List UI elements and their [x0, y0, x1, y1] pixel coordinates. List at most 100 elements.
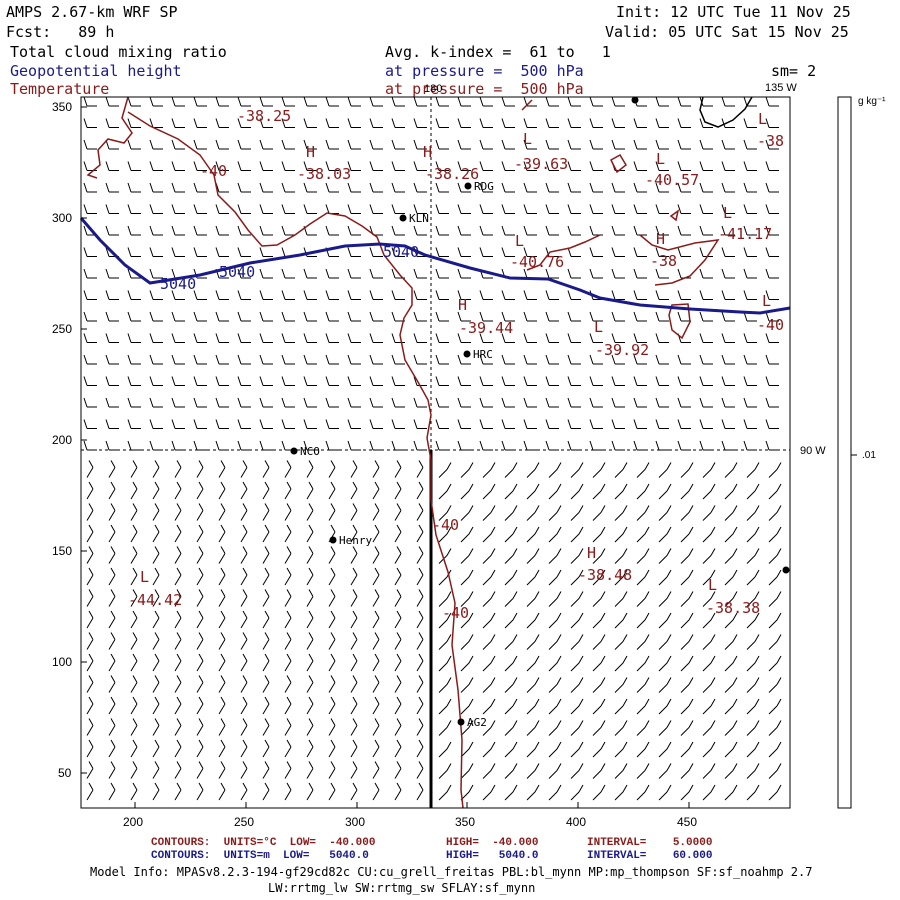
wind-barb — [724, 634, 738, 650]
wind-barb — [658, 741, 672, 758]
wind-barb — [438, 677, 452, 693]
wind-barb — [303, 96, 317, 107]
high-low-label: L — [515, 232, 524, 250]
wind-barb — [108, 610, 116, 629]
coastline — [699, 96, 753, 128]
wind-barb — [699, 204, 713, 214]
wind-barb — [482, 612, 496, 629]
wind-barb — [130, 524, 138, 543]
wind-barb — [259, 311, 273, 322]
wind-barb — [86, 610, 94, 629]
wind-barb — [281, 225, 295, 236]
wind-barb — [284, 610, 292, 629]
wind-barb — [350, 739, 358, 758]
wind-barb — [259, 161, 273, 171]
wind-barb — [721, 376, 735, 386]
wind-barb — [479, 290, 493, 300]
wind-barb — [303, 333, 317, 343]
wind-barb — [152, 761, 160, 779]
wind-barb — [350, 524, 358, 543]
wind-barb — [501, 96, 515, 107]
wind-barb — [237, 376, 251, 386]
wind-barb — [328, 481, 336, 500]
wind-barb — [284, 567, 292, 586]
wind-barb — [523, 247, 537, 257]
wind-barb — [768, 462, 782, 478]
wind-barb — [284, 481, 292, 500]
wind-barb — [523, 440, 537, 451]
wind-barb — [702, 483, 716, 500]
wind-barb — [482, 741, 496, 758]
wind-barb — [218, 546, 226, 564]
wind-barb — [130, 675, 138, 693]
wind-barb — [570, 505, 584, 521]
wind-barb — [152, 675, 160, 693]
wind-barb — [218, 739, 226, 758]
height-label: 5040 — [383, 243, 419, 261]
wind-barb — [765, 225, 779, 236]
wind-barb — [105, 354, 119, 365]
wind-barb — [193, 376, 207, 386]
pressure-temperature: at pressure = 500 hPa — [385, 80, 584, 98]
wind-barb — [743, 419, 757, 429]
wind-barb — [193, 440, 207, 451]
wind-barb — [570, 634, 584, 650]
wind-barb — [149, 96, 163, 107]
wind-barb — [391, 440, 405, 451]
wind-barb — [457, 139, 471, 150]
wind-barb — [633, 225, 647, 236]
wind-barb — [152, 481, 160, 500]
wind-barb — [328, 675, 336, 693]
wind-barb — [281, 354, 295, 365]
wind-barb — [589, 139, 603, 150]
wind-barb — [724, 526, 738, 543]
plot-frame — [80, 96, 791, 809]
wind-barb — [504, 462, 518, 478]
wind-barb — [240, 718, 248, 736]
wind-barb — [548, 569, 562, 586]
wind-barb — [259, 290, 273, 300]
temperature-contour — [86, 96, 464, 809]
wind-barb — [746, 526, 760, 543]
wind-barb — [743, 397, 757, 408]
wind-barb — [306, 524, 314, 543]
wind-barb — [435, 161, 449, 171]
wind-barb — [567, 139, 581, 150]
wind-barb — [724, 741, 738, 758]
wind-barb — [482, 591, 496, 607]
wind-barb — [259, 225, 273, 236]
wind-barb — [108, 696, 116, 715]
wind-barb — [677, 419, 691, 429]
height-contours-info: CONTOURS: UNITS=m LOW= 5040.0 — [151, 850, 369, 862]
wind-barb — [699, 397, 713, 408]
wind-barb — [479, 354, 493, 365]
wind-barb — [548, 462, 562, 478]
wind-barb — [501, 118, 515, 128]
wind-barb — [262, 739, 270, 758]
wind-barb — [548, 698, 562, 715]
wind-barb — [677, 96, 691, 107]
wind-barb — [328, 653, 336, 672]
wind-barb — [636, 784, 650, 801]
wind-barb — [350, 632, 358, 650]
wind-barb — [127, 440, 141, 451]
wind-barb — [325, 419, 339, 429]
temperature-label: -41.17 — [718, 225, 772, 243]
wind-barb — [262, 567, 270, 586]
wind-barb — [281, 182, 295, 193]
wind-barb — [526, 505, 540, 521]
wind-barb — [262, 718, 270, 736]
wind-barb — [391, 139, 405, 150]
wind-barb — [435, 225, 449, 236]
wind-barb — [460, 591, 474, 607]
wind-barb — [655, 96, 669, 107]
wind-barb — [174, 782, 182, 801]
wind-barb — [240, 739, 248, 758]
wind-barb — [149, 204, 163, 214]
wind-barb — [589, 96, 603, 107]
wind-barb — [281, 419, 295, 429]
wind-barb — [306, 761, 314, 779]
wind-barb — [149, 354, 163, 365]
wind-barb — [369, 354, 383, 365]
wind-barb — [636, 483, 650, 500]
